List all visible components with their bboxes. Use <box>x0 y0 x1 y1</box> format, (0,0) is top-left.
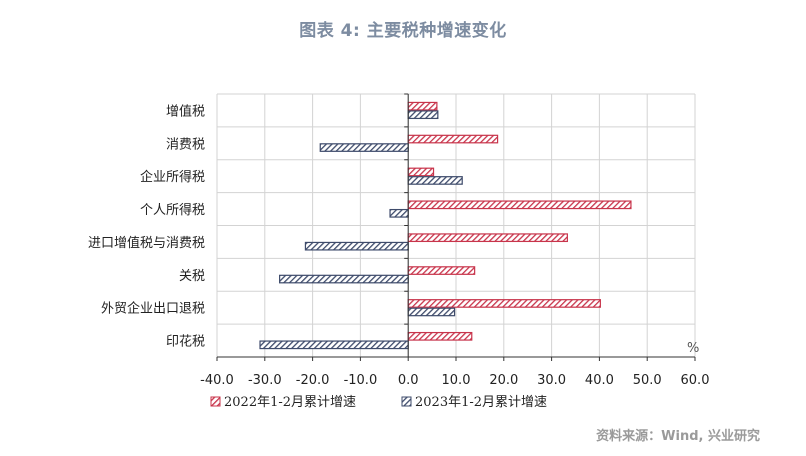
bar-2 <box>389 208 409 218</box>
x-tick-label: 50.0 <box>633 373 662 388</box>
category-label: 增值税 <box>166 103 205 119</box>
legend: 2022年1-2月累计增速 2023年1-2月累计增速 <box>210 395 547 410</box>
bar-1 <box>407 299 601 308</box>
legend-swatch-1 <box>210 396 221 407</box>
x-tick-label: -30.0 <box>248 373 282 388</box>
gridlines <box>216 93 696 358</box>
bar-2 <box>279 274 409 284</box>
x-tick-label: 60.0 <box>681 373 710 388</box>
labels: -40.0 -30.0 -20.0 -10.0 0.0 10.0 20.0 30.0 40.0 5… <box>88 103 709 388</box>
category-label: 进口增值税与消费税 <box>88 235 205 251</box>
x-tick-label: -10.0 <box>344 373 378 388</box>
bar-1 <box>407 331 473 341</box>
bar-2 <box>259 340 409 350</box>
unit-label: % <box>687 341 699 356</box>
bar-2 <box>319 143 409 152</box>
category-label: 外贸企业出口退税 <box>101 301 205 317</box>
x-tick-label: 20.0 <box>489 373 518 388</box>
bar-2 <box>407 307 456 317</box>
axes <box>216 93 696 361</box>
legend-label-2: 2023年1-2月累计增速 <box>415 395 547 410</box>
chart-title: 图表 4: 主要税种增速变化 <box>299 21 507 41</box>
bar-1 <box>407 134 499 144</box>
category-label: 消费税 <box>166 137 205 152</box>
bar-1 <box>407 266 476 275</box>
legend-label-1: 2022年1-2月累计增速 <box>224 395 356 410</box>
source-note: 资料来源：Wind, 兴业研究 <box>596 429 760 444</box>
legend-swatch-2 <box>401 396 412 407</box>
x-tick-label: -20.0 <box>296 373 330 388</box>
x-tick-label: -40.0 <box>200 373 234 388</box>
x-tick-label: 40.0 <box>585 373 614 388</box>
bar-1 <box>407 233 568 243</box>
x-tick-label: 10.0 <box>442 373 471 388</box>
category-label: 企业所得税 <box>140 169 205 185</box>
bar-2 <box>304 241 409 251</box>
bar-1 <box>407 167 435 177</box>
bar-1 <box>407 101 438 111</box>
bar-2 <box>407 176 463 185</box>
category-label: 关税 <box>179 269 205 284</box>
category-label: 个人所得税 <box>140 202 205 218</box>
x-tick-label: 0.0 <box>398 373 419 388</box>
category-label: 印花税 <box>166 334 205 350</box>
bar-1 <box>407 200 632 210</box>
x-tick-label: 30.0 <box>537 373 566 388</box>
bar-2 <box>407 110 439 120</box>
